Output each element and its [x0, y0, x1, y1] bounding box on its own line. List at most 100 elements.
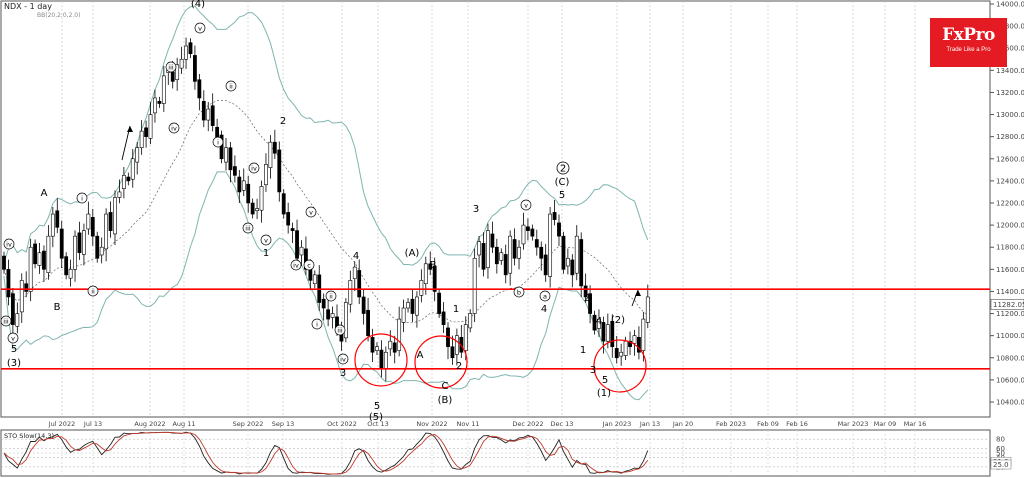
candle-up: [135, 147, 140, 163]
y-tick-label: 10400.00: [996, 399, 1024, 407]
roman-label: v: [11, 334, 15, 342]
candle-down: [215, 126, 220, 137]
candle-down: [33, 243, 37, 265]
candle-down: [201, 100, 206, 121]
highlight-circle: [593, 339, 647, 393]
candle-up: [312, 274, 317, 285]
candle-down: [232, 166, 237, 176]
candle-down: [503, 254, 508, 276]
candle-down: [64, 256, 69, 276]
last-price-label: 11282.05: [993, 301, 1024, 309]
candle-down: [450, 346, 455, 359]
candle-down: [321, 298, 326, 309]
candle-up: [206, 108, 211, 121]
x-tick-label: Feb 09: [757, 420, 779, 428]
roman-label: iv: [340, 355, 346, 363]
x-axis: Jul 2022 Jul 13 Aug 2022 Aug 11 Sep 2022 Sep …: [48, 420, 927, 428]
y-tick-label: 11000.00: [996, 332, 1024, 340]
candle-down: [77, 232, 82, 254]
roman-marker: [225, 80, 237, 92]
roman-marker: [520, 199, 532, 211]
x-tick-label: Nov 2022: [416, 420, 447, 428]
wave-label: 1: [263, 248, 269, 259]
candle-up: [597, 318, 601, 329]
roman-label: iii: [337, 326, 343, 334]
candle-down: [588, 293, 592, 314]
candle-down: [250, 202, 255, 215]
roman-marker: [337, 353, 349, 365]
roman-label: i: [316, 320, 318, 328]
wave-label: 3: [473, 204, 479, 215]
candle-down: [534, 239, 539, 248]
wave-label: 1: [453, 304, 459, 315]
candle-up: [113, 197, 117, 235]
candle-down: [530, 228, 535, 237]
candle-down: [357, 270, 362, 298]
roman-marker: [248, 162, 260, 174]
roman-label: v: [309, 208, 313, 216]
candle-up: [548, 213, 553, 277]
candle-down: [6, 269, 11, 298]
candle-up: [330, 313, 335, 318]
candle-up: [477, 241, 481, 256]
candle-up: [28, 246, 33, 292]
stoch-value-label: 25.0: [993, 461, 1009, 469]
roman-label: c: [307, 261, 311, 269]
candle-up: [179, 58, 184, 69]
candle-down: [24, 283, 29, 292]
x-tick-label: Jan 2023: [602, 420, 632, 428]
x-tick-label: Oct 13: [367, 420, 389, 428]
roman-marker: [539, 290, 551, 302]
bb-upper: [3, 5, 649, 266]
roman-label: ii: [329, 292, 333, 300]
candle-down: [277, 149, 282, 193]
roman-marker: [7, 332, 19, 344]
candle-down: [295, 230, 299, 259]
candle-up: [508, 235, 513, 274]
candle-down: [193, 55, 197, 82]
roman-label: iv: [251, 164, 257, 172]
candle-up: [472, 257, 477, 314]
wave-label: C: [442, 381, 449, 392]
y-tick-label: 11800.00: [996, 244, 1024, 252]
roman-marker: [325, 290, 337, 302]
candle-down: [95, 235, 100, 259]
candle-up: [574, 235, 579, 274]
y-tick-label: 12400.00: [996, 177, 1024, 185]
candle-up: [299, 246, 304, 256]
wave-label: 5: [11, 344, 17, 355]
roman-marker: [3, 238, 15, 250]
roman-label: i: [81, 194, 83, 202]
wave-label: (C): [555, 177, 570, 188]
x-tick-label: Feb 2023: [716, 420, 746, 428]
candle-down: [392, 342, 397, 353]
candle-up: [68, 269, 73, 279]
candles: [2, 37, 650, 382]
candle-up: [521, 224, 526, 245]
candle-down: [583, 285, 588, 298]
wave-label: 5: [559, 190, 565, 201]
wave-label: B: [54, 302, 61, 313]
candle-up: [161, 75, 166, 104]
roman-label: iv: [6, 240, 12, 248]
candle-up: [468, 313, 473, 329]
x-tick-label: Sep 13: [272, 420, 295, 428]
roman-label: v: [198, 24, 202, 32]
x-tick-label: Aug 2022: [134, 420, 165, 428]
candle-down: [526, 226, 530, 231]
candle-down: [286, 212, 291, 226]
roman-label: i: [217, 138, 219, 146]
candle-down: [370, 337, 375, 353]
candle-up: [259, 186, 264, 211]
candle-up: [641, 318, 646, 351]
candle-up: [406, 302, 410, 309]
x-tick-label: Mar 16: [904, 420, 927, 428]
roman-marker: [334, 324, 346, 336]
wave-label: 5: [602, 375, 608, 386]
x-tick-label: Jul 2022: [48, 420, 75, 428]
candle-up: [148, 114, 153, 139]
candle-down: [437, 292, 442, 314]
roman-label: v: [264, 236, 268, 244]
candle-up: [605, 324, 610, 342]
